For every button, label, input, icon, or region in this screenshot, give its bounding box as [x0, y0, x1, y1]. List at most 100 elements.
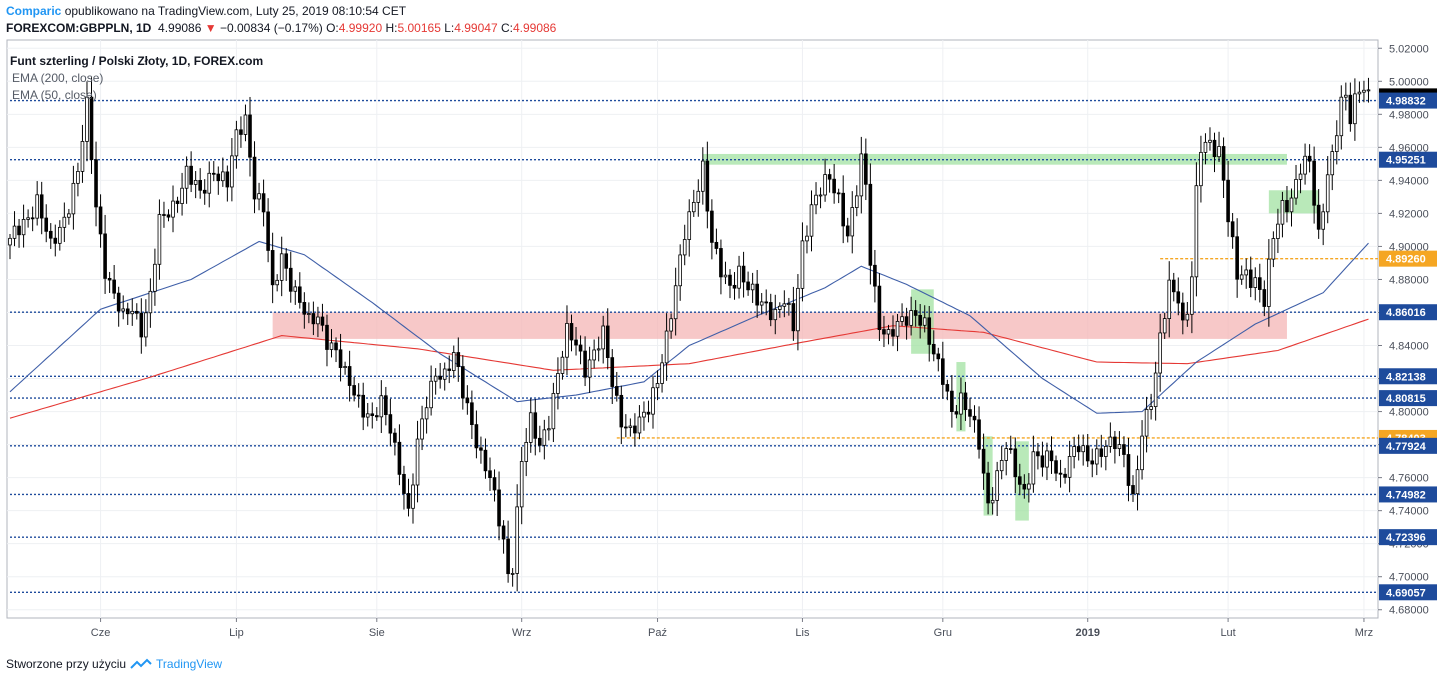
tradingview-link[interactable]: TradingView: [156, 657, 223, 671]
candle-up: [144, 312, 148, 338]
low-value: 4.99047: [454, 21, 498, 35]
candle-up: [411, 484, 415, 509]
candle-down: [832, 178, 836, 194]
candle-up: [207, 172, 212, 194]
candle-down: [845, 225, 850, 237]
candle-up: [316, 316, 320, 325]
candle-down: [931, 343, 936, 355]
price-tick-label: 4.68000: [1389, 605, 1429, 617]
candle-down: [438, 375, 442, 380]
candle-up: [1199, 151, 1203, 187]
candle-up: [587, 359, 592, 378]
candle-up: [1357, 91, 1362, 95]
time-tick-label: Mrz: [1355, 627, 1373, 639]
candle-down: [764, 301, 769, 304]
candle-up: [234, 129, 239, 157]
candle-up: [157, 214, 162, 265]
candle-down: [162, 214, 166, 216]
candle-up: [1303, 155, 1307, 175]
candle-up: [1280, 200, 1285, 225]
candle-down: [768, 302, 773, 321]
publisher-name[interactable]: Comparic: [6, 4, 62, 18]
time-tick-label: Lip: [229, 627, 244, 639]
candle-up: [1185, 313, 1190, 321]
candle-up: [809, 204, 814, 237]
candles: [8, 77, 1371, 592]
green-zone: [1268, 190, 1319, 214]
candle-down: [465, 397, 470, 404]
candle-down: [270, 250, 275, 286]
level-label-box: [1379, 390, 1437, 407]
candle-up: [180, 187, 184, 204]
candle-up: [1104, 445, 1108, 457]
time-tick-label: Wrz: [512, 627, 531, 639]
candle-up: [1339, 96, 1344, 137]
candle-up: [886, 329, 891, 335]
candle-down: [374, 415, 379, 418]
candle-down: [103, 233, 107, 279]
candle-up: [823, 174, 827, 196]
candle-down: [1307, 155, 1312, 162]
candle-up: [1072, 446, 1076, 457]
time-tick-label: Lut: [1220, 627, 1235, 639]
candle-down: [1262, 289, 1267, 307]
candle-down: [479, 447, 483, 451]
candle-down: [1230, 221, 1235, 238]
candle-down: [48, 230, 53, 239]
publication-header: Comparic opublikowano na TradingView.com…: [6, 4, 406, 18]
candle-down: [356, 394, 361, 397]
candle-up: [854, 195, 859, 208]
candle-down: [252, 156, 257, 200]
candle-up: [796, 287, 800, 332]
candle-down: [284, 253, 289, 269]
candle-up: [1353, 93, 1357, 125]
candle-down: [39, 194, 44, 219]
time-tick-label: Sie: [369, 627, 385, 639]
candle-up: [442, 368, 447, 380]
candle-down: [1122, 444, 1126, 455]
time-tick-label: Lis: [795, 627, 810, 639]
candle-up: [1366, 89, 1371, 92]
candle-up: [999, 460, 1004, 472]
candle-up: [1344, 94, 1348, 98]
candle-up: [909, 310, 913, 326]
candle-down: [44, 217, 49, 232]
candle-up: [1289, 197, 1294, 213]
candle-up: [1045, 450, 1049, 468]
candle-down: [53, 237, 58, 244]
made-with-text: Stworzone przy użyciu: [6, 657, 127, 671]
candle-up: [1321, 211, 1325, 230]
candle-down: [288, 267, 293, 292]
candle-up: [1276, 223, 1280, 239]
candle-up: [651, 387, 655, 415]
open-value: 4.99920: [338, 21, 383, 35]
candle-down: [836, 192, 841, 195]
candle-down: [248, 114, 252, 158]
candle-up: [1362, 89, 1366, 93]
candle-down: [311, 313, 316, 325]
level-label-box: [1379, 584, 1437, 601]
candle-down: [941, 358, 945, 385]
candle-up: [691, 201, 696, 213]
candle-up: [814, 194, 818, 206]
candle-down: [98, 206, 103, 235]
candle-down: [298, 286, 302, 303]
price-tick-label: 4.88000: [1389, 274, 1429, 286]
chart-axes: 5.02000 5.00000 4.98000 4.96000 4.94000 4.920…: [91, 43, 1437, 639]
candle-up: [1153, 372, 1158, 408]
candle-up: [1330, 151, 1335, 176]
candle-down: [904, 316, 909, 326]
candle-up: [628, 425, 633, 428]
candle-up: [528, 412, 533, 443]
candle-up: [1194, 185, 1199, 278]
candle-down: [1316, 204, 1321, 230]
candle-down: [1054, 460, 1058, 474]
candle-up: [655, 383, 660, 389]
candle-up: [759, 301, 764, 306]
candle-up: [637, 416, 642, 434]
candle-down: [352, 385, 356, 396]
candle-down: [89, 96, 94, 161]
candle-down: [1348, 94, 1353, 125]
candle-up: [1294, 179, 1298, 199]
